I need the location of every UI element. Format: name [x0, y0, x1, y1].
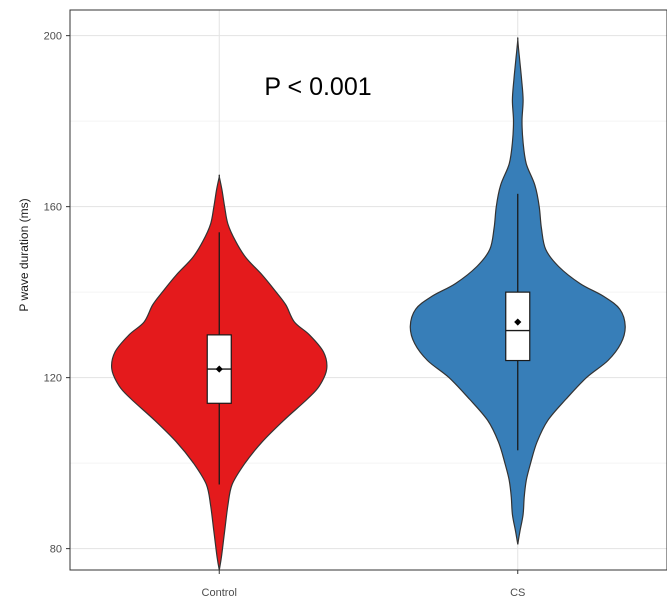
- y-axis-label: P wave duration (ms): [17, 198, 31, 311]
- panel-border: [69, 9, 667, 571]
- y-tick-label: 120: [44, 373, 62, 385]
- y-tick-label: 80: [50, 544, 62, 556]
- violins: [110, 37, 626, 571]
- y-tick-label: 200: [44, 31, 62, 43]
- x-tick-label: Control: [202, 587, 237, 599]
- x-tick-label: CS: [510, 587, 525, 599]
- p-value-annotation: P < 0.001: [264, 73, 371, 101]
- box-cs: [505, 291, 531, 362]
- mean-marker-cs: [514, 318, 522, 326]
- mean-marker-control: [215, 365, 223, 373]
- axis-ticks: 80 120 160 200 Control CS: [44, 31, 526, 599]
- y-tick-label: 160: [44, 202, 62, 214]
